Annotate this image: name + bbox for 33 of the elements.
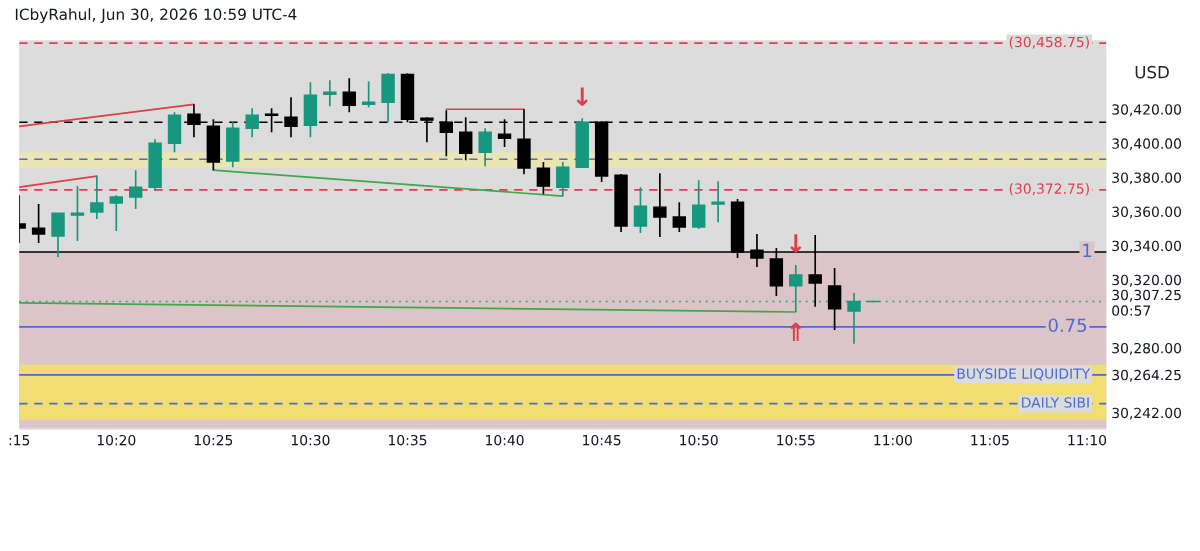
ref-line-label: (30,372.75) bbox=[1009, 183, 1089, 196]
annotation: 0.75 bbox=[1048, 318, 1087, 333]
y-tick-label: 30,264.25 bbox=[1112, 369, 1181, 382]
y-tick-label: 30,280.00 bbox=[1112, 342, 1182, 355]
annotation: ⇑ bbox=[790, 322, 802, 342]
annotation: 1 bbox=[1083, 243, 1092, 257]
ref-line-label: (30,458.75) bbox=[1009, 36, 1089, 49]
x-tick-label: 11:05 bbox=[971, 434, 1009, 446]
x-tick-label: 10:55 bbox=[777, 434, 815, 446]
x-tick-label: 10:25 bbox=[194, 434, 233, 446]
y-tick-label: 30,360.00 bbox=[1112, 206, 1182, 219]
ref-line-label: BUYSIDE LIQUIDITY bbox=[957, 368, 1091, 381]
y-tick-label: 30,307.25 00:57 bbox=[1112, 289, 1181, 316]
x-tick-label: :15 bbox=[9, 435, 30, 446]
y-tick-label: 30,340.00 bbox=[1112, 240, 1182, 253]
y-tick-label: 30,400.00 bbox=[1112, 138, 1182, 151]
y-tick-label: 30,242.00 bbox=[1112, 407, 1182, 420]
x-tick-label: 10:50 bbox=[680, 434, 718, 446]
x-tick-label: 11:00 bbox=[874, 434, 912, 446]
y-tick-label: 30,420.00 bbox=[1112, 104, 1182, 117]
x-tick-label: 10:35 bbox=[389, 434, 427, 446]
y-tick-label: 30,380.00 bbox=[1112, 172, 1182, 185]
x-tick-label: 10:30 bbox=[291, 434, 330, 446]
x-tick-label: 10:20 bbox=[97, 434, 136, 446]
y-axis-title: USD bbox=[1135, 65, 1169, 79]
annotation: ↓ bbox=[576, 87, 588, 106]
y-tick-label: 30,320.00 bbox=[1112, 274, 1182, 287]
ref-line-label: DAILY SIBI bbox=[1022, 397, 1089, 408]
x-tick-label: 11:10 bbox=[1068, 434, 1107, 446]
x-tick-label: 10:45 bbox=[583, 434, 621, 446]
chart-title: ICbyRahul, Jun 30, 2026 10:59 UTC-4 bbox=[15, 8, 297, 24]
x-tick-label: 10:40 bbox=[486, 434, 524, 446]
annotation: ↓ bbox=[790, 234, 802, 253]
